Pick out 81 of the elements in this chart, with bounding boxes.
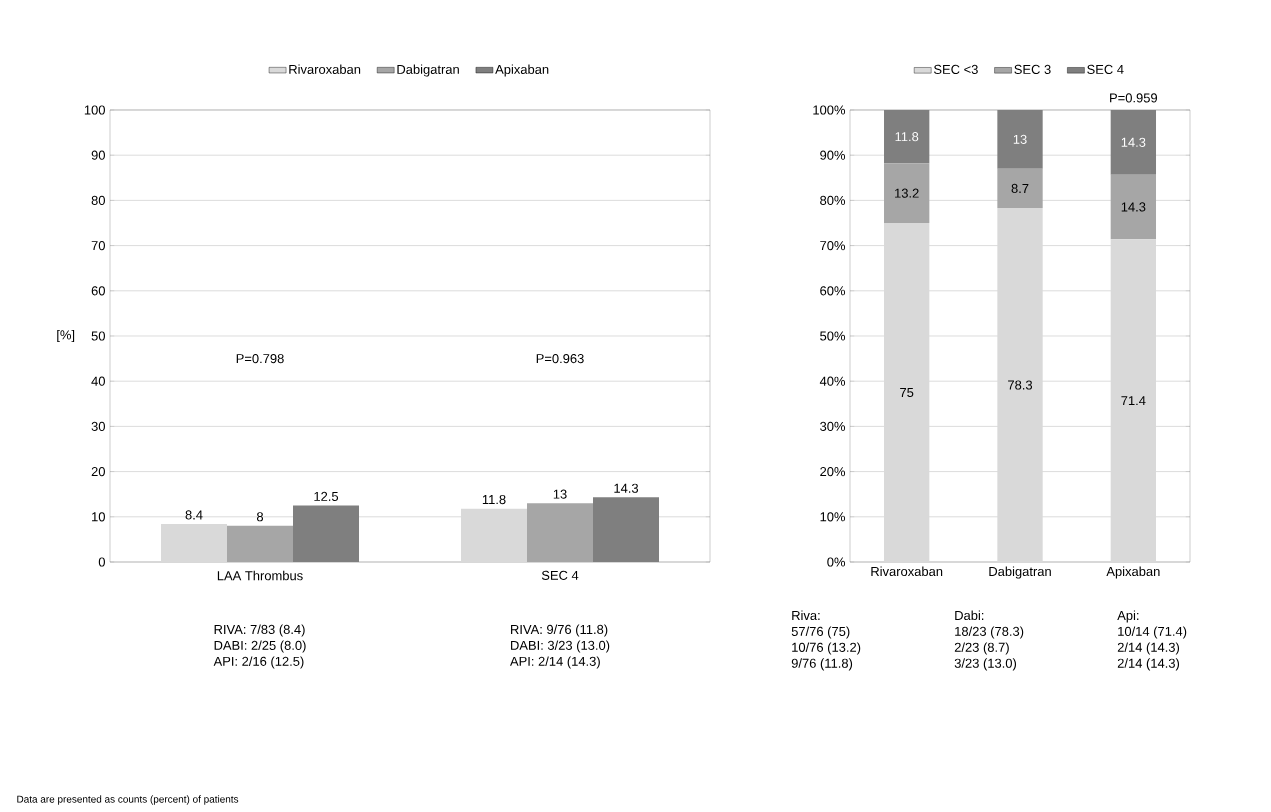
x-tick-label: SEC 4 [541,570,579,580]
text: 2/14 (14.3) [1117,642,1180,655]
data-label: 8.4 [185,510,203,520]
text: DABI: 3/23 (13.0) [511,640,610,653]
bar [1110,174,1157,240]
y-tick-label: 70 [91,241,105,251]
y-tick-label: 20% [820,467,846,477]
y-tick-label: 100 [84,105,105,115]
y-tick-label: 0% [827,557,846,567]
y-tick-label: 30 [91,421,105,431]
y-tick-label: 90% [820,150,846,160]
text: Riva: [792,610,820,621]
y-tick-label: 10% [820,512,846,522]
text: 10/14 (71.4) [1118,626,1187,639]
text: API: 2/16 (12.5) [213,656,304,669]
data-label: 11.8 [895,132,919,142]
x-tick-label: Apixaban [1106,566,1160,579]
y-tick-label: 0 [98,557,105,567]
y-tick-label: 70% [820,241,846,251]
bar [884,223,930,562]
legend-label: SEC 3 [1014,64,1051,74]
bar [161,524,227,562]
text: 10/76 (13.2) [792,642,861,655]
data-label: 13 [1013,134,1027,144]
data-label: 11.8 [482,494,506,505]
text: RIVA: 9/76 (11.8) [511,624,608,637]
y-axis-title: [%] [57,329,75,343]
data-label: 13.2 [895,188,919,198]
text: Dabi: [955,610,984,621]
y-tick-label: 20 [91,467,105,477]
text: P=0.959 [1110,93,1158,103]
data-label: 14.3 [1121,137,1146,147]
text: DABI: 2/25 (8.0) [214,640,306,653]
legend-label: Rivaroxaban [289,64,361,74]
text: API: 2/14 (14.3) [510,656,600,669]
annotation: P=0.963 [536,354,584,364]
data-label: 8 [256,512,264,522]
y-tick-label: 80 [91,195,105,205]
text: 57/76 (75) [791,626,850,639]
data-label: 71.4 [1121,396,1146,406]
y-tick-label: 50 [91,331,105,341]
x-tick-label: Dabigatran [989,566,1051,579]
text: 9/76 (11.8) [791,658,853,671]
data-label: 12.5 [314,491,339,501]
data-label: 75 [900,387,914,398]
legend-label: SEC 4 [1087,64,1124,74]
y-tick-label: 90 [91,150,105,160]
y-tick-label: 60 [91,286,105,296]
annotation: P=0.798 [236,354,284,364]
y-tick-label: 40% [819,376,846,386]
y-tick-label: 10 [92,512,105,522]
y-tick-label: 60% [820,286,846,296]
legend-label: Dabigatran [397,64,459,77]
legend-label: SEC <3 [933,64,978,74]
bar [884,163,930,223]
y-tick-label: 80% [820,195,846,205]
bar [997,168,1043,209]
y-tick-label: 30% [820,421,846,431]
data-label: 14.3 [614,483,639,493]
bar [227,525,293,562]
y-tick-label: 100% [813,105,846,115]
legend-label: Apixaban [495,64,549,77]
data-label: 14.3 [1121,202,1146,212]
text: 2/23 (8.7) [954,642,1009,655]
x-tick-label: LAA Thrombus [217,570,303,581]
text: 3/23 (13.0) [954,658,1017,671]
text: Api: [1117,610,1139,623]
y-tick-label: 50% [820,331,846,341]
x-tick-label: Rivaroxaban [871,566,943,577]
bar [997,208,1043,562]
text: 18/23 (78.3) [955,626,1024,639]
bar [461,508,527,562]
text: 2/14 (14.3) [1117,658,1180,671]
bar [527,503,593,562]
bar [1110,239,1157,562]
text: RIVA: 7/83 (8.4) [214,624,305,637]
y-tick-label: 40 [91,376,105,386]
data-label: 13 [553,489,567,499]
data-label: 78.3 [1008,380,1033,390]
text: Data are presented as counts (percent) of patients [17,795,239,805]
data-label: 8.7 [1011,183,1029,193]
